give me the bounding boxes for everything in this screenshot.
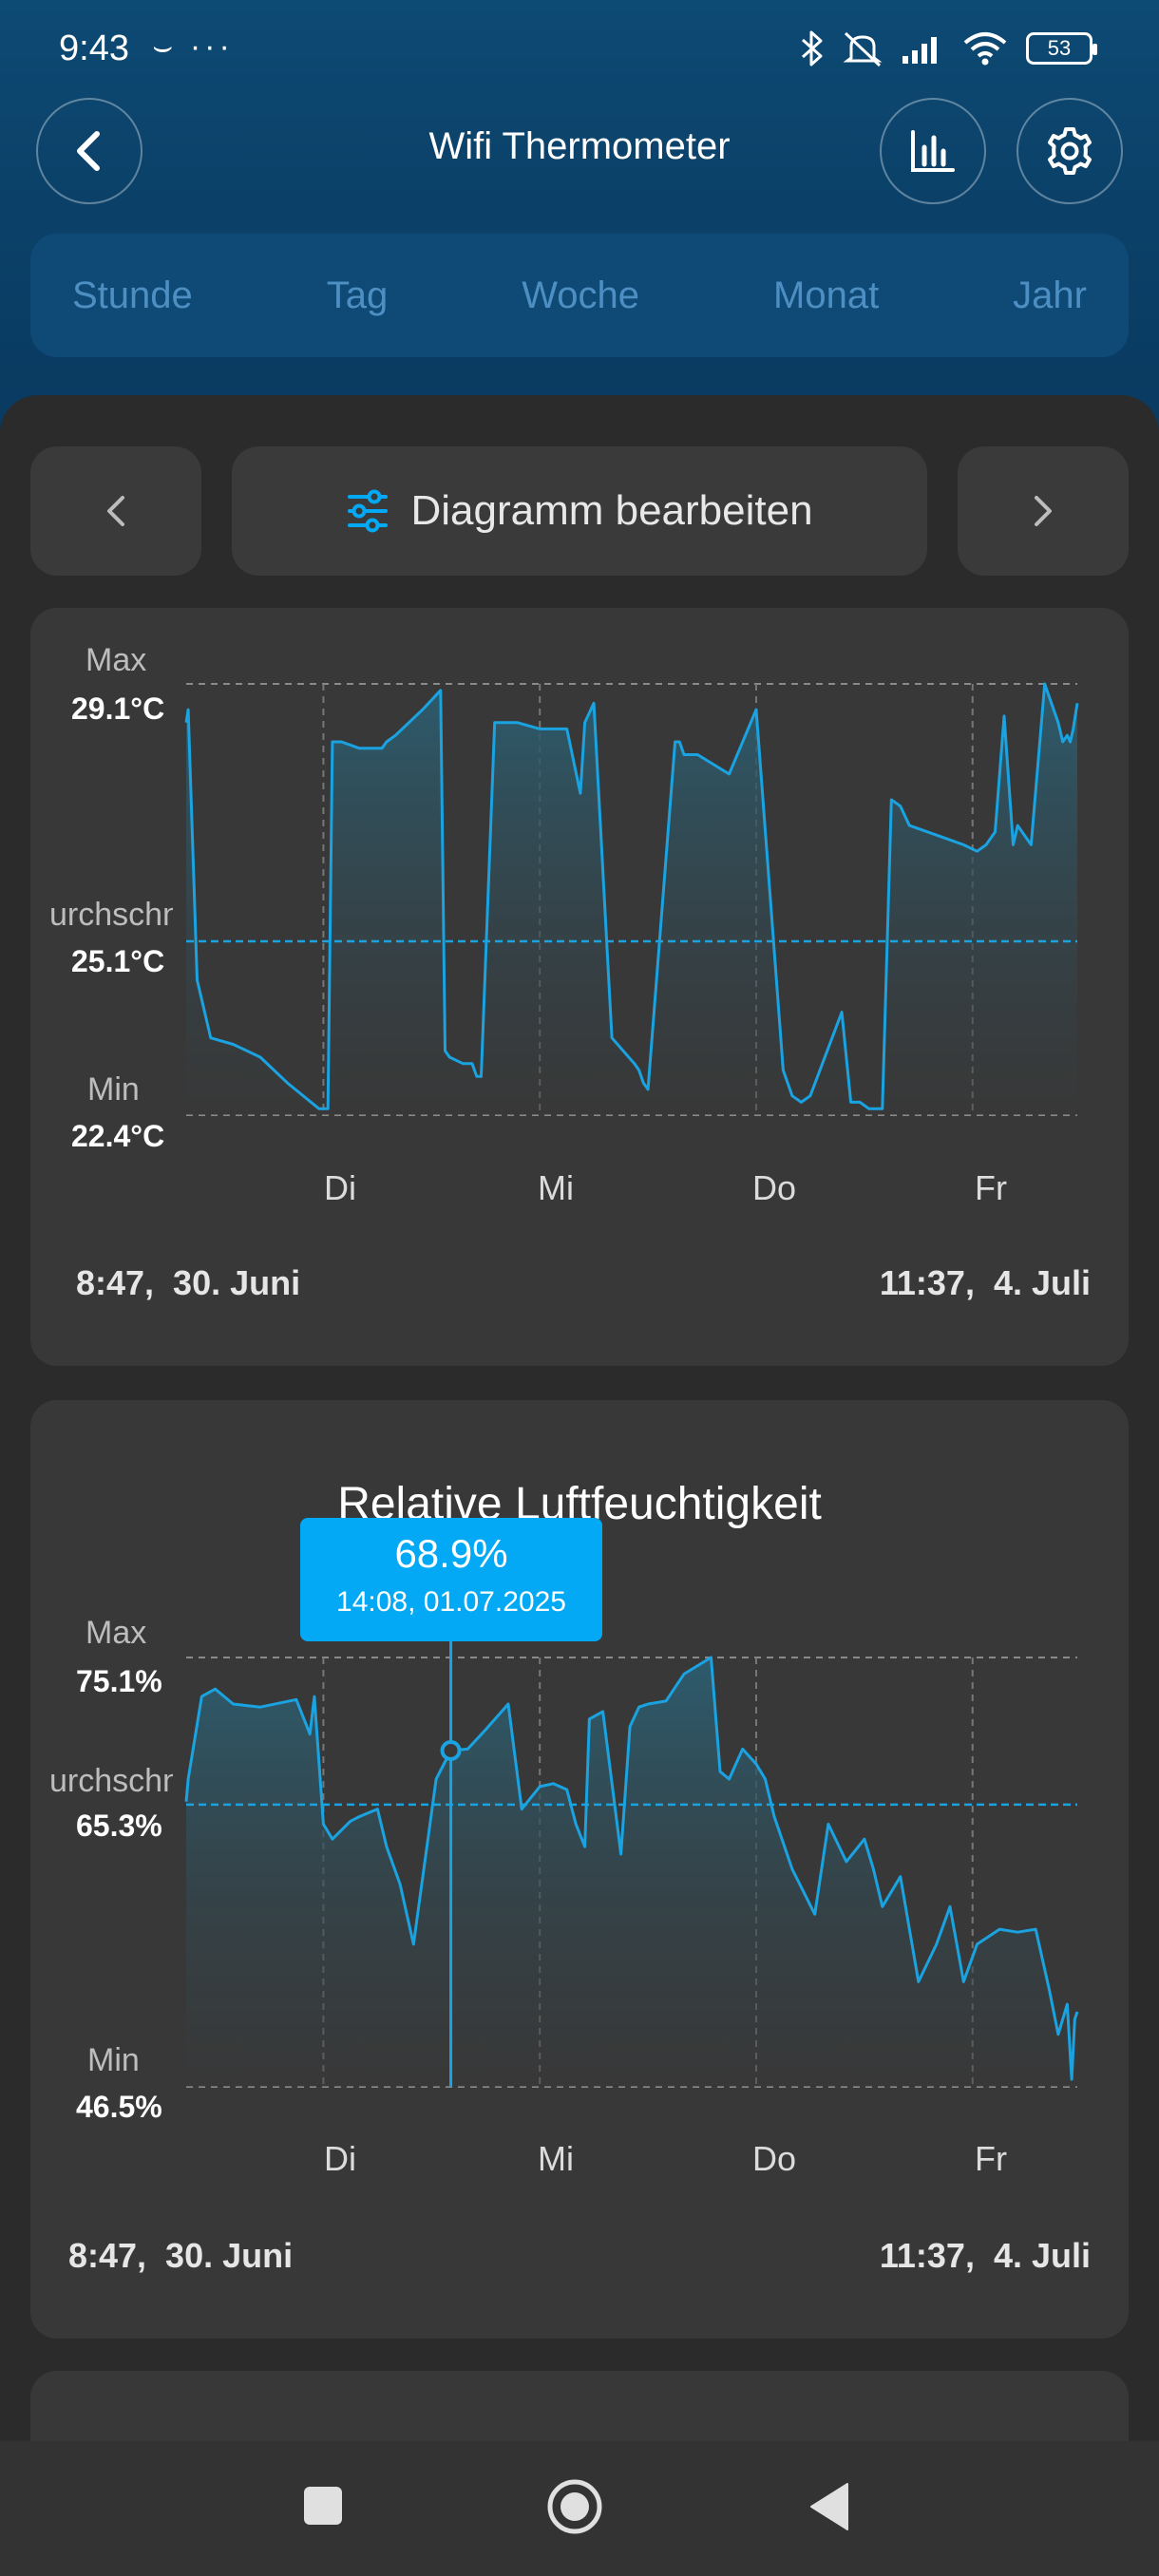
chart-tooltip: 68.9% 14:08, 01.07.2025	[300, 1518, 602, 1641]
day-label-do: Do	[752, 1168, 797, 1207]
min-value: 22.4°C	[71, 1119, 165, 1153]
next-period-button[interactable]	[958, 446, 1129, 576]
tab-woche[interactable]: Woche	[522, 274, 640, 316]
statistics-button[interactable]	[880, 98, 986, 204]
back-icon	[77, 131, 100, 171]
min-value: 46.5%	[76, 2090, 162, 2124]
max-value: 75.1%	[76, 1664, 162, 1698]
series-area	[186, 684, 1077, 1115]
tooltip-date: 14:08, 01.07.2025	[336, 1586, 566, 1618]
page-title: Wifi Thermometer	[428, 125, 731, 167]
tooltip-point	[440, 1739, 462, 1761]
gear-icon	[1048, 127, 1092, 175]
temperature-chart	[184, 682, 1079, 1116]
status-right-icons: 53	[800, 25, 1097, 72]
day-label-di: Di	[324, 2139, 356, 2178]
tab-jahr[interactable]: Jahr	[1013, 274, 1087, 316]
status-time: 9:43	[59, 28, 129, 68]
header-background	[0, 0, 1159, 437]
more-icon: ···	[189, 28, 234, 65]
series-area	[186, 1657, 1077, 2087]
bluetooth-icon	[801, 30, 823, 66]
day-label-do: Do	[752, 2139, 797, 2178]
humidity-chart	[184, 1634, 1079, 2088]
smile-icon: ⌣	[152, 28, 178, 65]
tab-stunde[interactable]: Stunde	[72, 274, 193, 316]
wifi-icon	[963, 32, 1007, 66]
day-label-mi: Mi	[538, 1168, 574, 1207]
max-label: Max	[86, 642, 147, 678]
back-nav-icon[interactable]	[808, 2481, 851, 2532]
range-end: 11:37, 4. Juli	[879, 2236, 1091, 2275]
day-label-fr: Fr	[975, 2139, 1007, 2178]
series-line	[184, 1656, 1079, 2081]
edit-chart-button[interactable]: Diagramm bearbeiten	[232, 446, 927, 576]
tooltip-value: 68.9%	[394, 1531, 508, 1576]
min-label: Min	[87, 1071, 140, 1108]
max-value: 29.1°C	[71, 691, 165, 726]
tab-monat[interactable]: Monat	[773, 274, 880, 316]
day-label-mi: Mi	[538, 2139, 574, 2178]
mute-icon	[843, 31, 883, 67]
min-label: Min	[87, 2042, 140, 2078]
status-bar: 9:43 ⌣ ··· 53	[0, 0, 1159, 101]
average-value: 25.1°C	[71, 944, 165, 978]
period-tabs: Stunde Tag Woche Monat Jahr	[30, 234, 1129, 357]
tab-tag[interactable]: Tag	[326, 274, 389, 316]
edit-chart-label: Diagramm bearbeiten	[410, 487, 813, 534]
average-label: urchschnitt	[49, 1763, 173, 1799]
settings-button[interactable]	[1016, 98, 1123, 204]
range-start: 8:47, 30. Juni	[68, 2236, 294, 2275]
series-line	[184, 682, 1079, 1110]
range-start: 8:47, 30. Juni	[76, 1263, 301, 1302]
battery-icon: 53	[1026, 32, 1097, 65]
average-label: urchschnitt	[49, 897, 173, 933]
back-button[interactable]	[36, 98, 142, 204]
chevron-left-icon	[107, 496, 124, 526]
day-label-fr: Fr	[975, 1168, 1007, 1207]
range-end: 11:37, 4. Juli	[879, 1263, 1091, 1302]
signal-icon	[902, 37, 937, 64]
average-value: 65.3%	[76, 1809, 162, 1843]
max-label: Max	[86, 1615, 147, 1651]
bar-chart-icon	[911, 130, 955, 172]
chevron-right-icon	[1035, 496, 1052, 526]
day-label-di: Di	[324, 1168, 356, 1207]
previous-period-button[interactable]	[30, 446, 201, 576]
home-icon[interactable]	[545, 2477, 604, 2536]
recents-icon[interactable]	[302, 2485, 344, 2527]
system-navigation-bar	[0, 2441, 1159, 2576]
sliders-icon	[348, 489, 389, 533]
status-left-icons: ⌣ ···	[152, 28, 234, 66]
